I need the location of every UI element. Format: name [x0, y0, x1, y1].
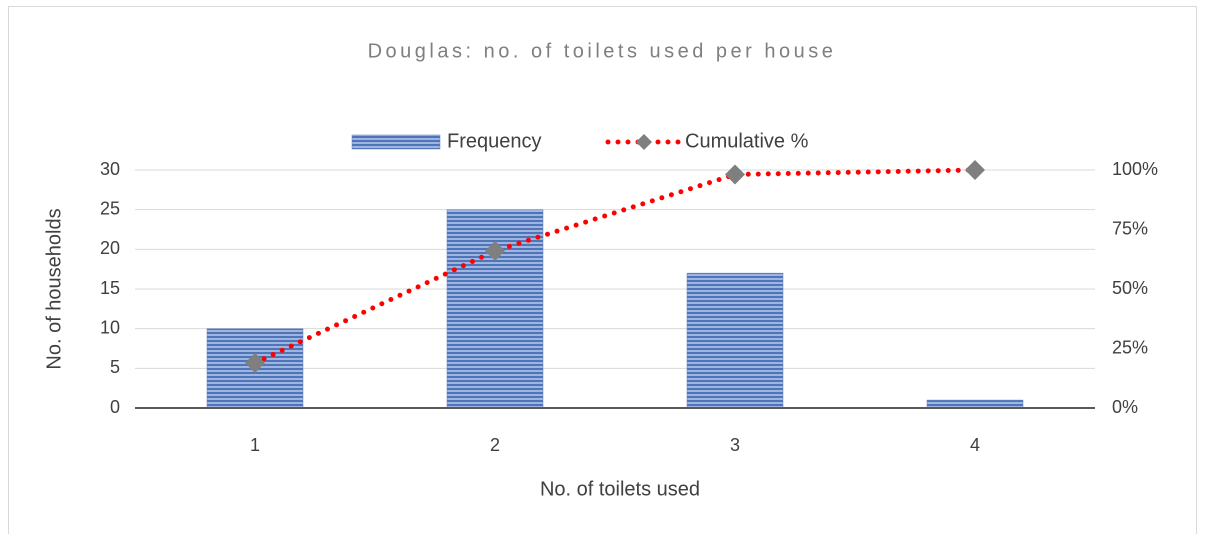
- x-tick-label: 2: [490, 435, 500, 455]
- y-tick-label: 20: [100, 238, 120, 258]
- y-tick-label: 10: [100, 317, 120, 337]
- y-tick-label: 25: [100, 198, 120, 218]
- y-tick-label: 15: [100, 278, 120, 298]
- x-axis-title: No. of toilets used: [540, 478, 700, 500]
- legend-swatch: [351, 134, 441, 150]
- bar: [926, 399, 1024, 409]
- line-marker: [965, 160, 985, 180]
- y2-tick-label: 75%: [1112, 218, 1148, 238]
- cumulative-line: [252, 167, 978, 366]
- y-tick-label: 5: [110, 357, 120, 377]
- legend-text: Frequency: [447, 130, 542, 152]
- x-tick-label: 1: [250, 435, 260, 455]
- x-tick-label: 3: [730, 435, 740, 455]
- bar: [686, 272, 784, 409]
- y2-tick-label: 0%: [1112, 397, 1138, 417]
- line-marker: [485, 240, 505, 261]
- line-marker: [245, 353, 265, 374]
- legend-marker: [636, 134, 652, 150]
- y-axis-title: No. of households: [43, 208, 65, 369]
- y2-tick-label: 100%: [1112, 159, 1158, 179]
- y2-tick-label: 25%: [1112, 337, 1148, 357]
- legend-text: Cumulative %: [685, 130, 809, 152]
- chart-border: [8, 6, 1197, 534]
- x-tick-label: 4: [970, 435, 980, 455]
- y2-tick-label: 50%: [1112, 278, 1148, 298]
- y-tick-label: 0: [110, 397, 120, 417]
- y-tick-label: 30: [100, 159, 120, 179]
- line-marker: [725, 164, 745, 185]
- chart-title: Douglas: no. of toilets used per house: [368, 40, 837, 62]
